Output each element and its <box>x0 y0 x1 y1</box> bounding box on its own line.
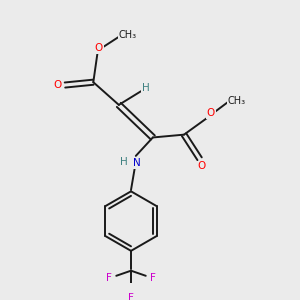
Text: F: F <box>106 273 112 283</box>
Text: H: H <box>142 83 150 93</box>
Text: N: N <box>134 158 141 168</box>
Text: O: O <box>53 80 61 90</box>
Text: O: O <box>95 43 103 53</box>
Text: H: H <box>120 157 128 166</box>
Text: F: F <box>150 273 156 283</box>
Text: CH₃: CH₃ <box>118 30 136 40</box>
Text: O: O <box>197 161 205 171</box>
Text: O: O <box>207 108 215 118</box>
Text: CH₃: CH₃ <box>227 96 245 106</box>
Text: F: F <box>128 292 134 300</box>
